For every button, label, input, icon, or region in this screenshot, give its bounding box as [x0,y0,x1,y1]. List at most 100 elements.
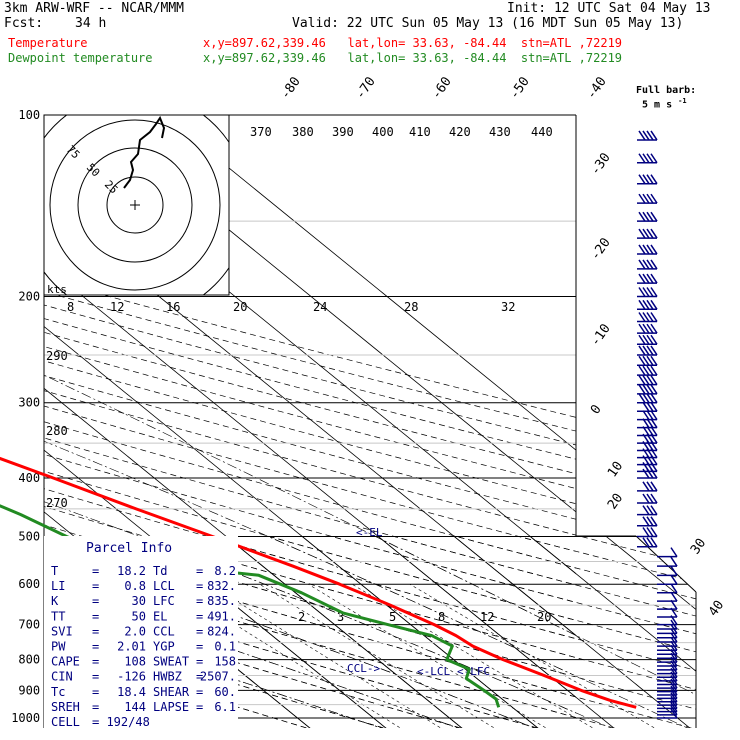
wind-barb-feather [642,516,650,527]
isotherm [0,115,9,731]
theta-label: 380 [292,125,314,139]
dry-adiabat [44,536,394,728]
wind-barb-feather [670,556,678,567]
temperature-curve [0,456,637,709]
forecast-hour: 34 h [75,16,107,31]
wind-barb [637,259,658,270]
parcel-eq: = [196,670,203,684]
wind-barb-feather [646,211,654,222]
dry-adiabat-label: 290 [46,349,68,363]
wind-barb-feather [646,323,654,334]
dry-adiabat [44,536,696,728]
parcel-value: 158 [214,655,236,669]
isotherm-label: -80 [278,74,304,102]
isotherm [44,536,618,728]
wind-barb-feather [670,702,678,713]
wind-barb-feather [650,287,658,297]
isotherm-label: -60 [429,74,455,102]
wind-barb-feather [638,130,646,141]
wind-barb-feather [638,384,646,395]
wind-barb-feather [650,345,658,356]
parcel-key: LAPSE [153,700,189,714]
isotherm-label: -10 [588,321,614,349]
parcel-eq: = [92,655,99,669]
parcel-eq: = [92,700,99,714]
parcel-key: SHEAR [153,685,190,699]
parcel-value: 18.2 [117,564,146,578]
wind-barb [657,565,678,577]
wind-barb [657,591,678,602]
parcel-value: 50 [132,609,146,623]
wind-barb-feather [646,244,654,255]
wind-barbs [637,130,678,719]
wind-barb-feather [642,505,650,516]
init-time: Init: 12 UTC Sat 04 May 13 [507,1,711,16]
wind-barb [637,537,658,548]
wind-barb-feather [642,493,650,504]
parcel-value: 108 [124,655,146,669]
wind-barb-feather [650,493,658,504]
wind-barb [637,153,658,164]
wind-barb [637,193,658,204]
pressure-tick-label: 500 [18,529,40,543]
parcel-value: 0.1 [214,640,236,654]
ccl-annotation: CCL-> [347,662,380,675]
wind-barb-feather [638,174,646,185]
wind-barb [637,345,658,356]
parcel-key: SWEAT [153,655,189,669]
wind-barb [657,702,678,713]
wind-barb [637,130,658,141]
pressure-tick-label: 100 [18,108,40,122]
upper-label: 16 [166,300,180,314]
pressure-tick-label: 800 [18,653,40,667]
wind-barb-feather [638,244,646,255]
wind-barb [657,556,678,567]
moist-adiabat [44,536,694,728]
wind-barb-feather [646,273,654,284]
wind-barb-feather [670,574,678,585]
wind-barb-feather [646,334,654,345]
mixing-ratio-label: 12 [480,610,494,624]
wind-barb-feather [638,345,646,356]
wind-barb-feather [646,153,654,164]
wind-barb-feather [670,583,678,594]
parcel-row: SREH = 144 LAPSE = 6.1 [51,700,236,714]
parcel-eq: = [196,564,203,578]
wind-barb-feather [638,153,646,164]
parcel-value: -126 [117,670,146,684]
wind-barb-feather [670,565,678,576]
temperature-location: x,y=897.62,339.46 lat,lon= 33.63, -84.44… [203,36,623,50]
isotherm-label: -70 [353,74,379,102]
hodograph-ring [106,176,164,234]
wind-barb-feather [642,130,650,141]
dry-adiabat [44,346,576,489]
parcel-value: 144 [124,700,146,714]
parcel-eq: = [196,685,203,699]
wind-barb-feather [650,537,658,548]
wind-barb-feather [638,273,646,284]
wind-barb [637,468,658,479]
wind-barb-feather [646,193,654,204]
wind-barb [657,547,678,558]
wind-barb [657,698,678,710]
theta-label: 400 [372,125,394,139]
parcel-row: TT = 50 EL = 491. [51,609,236,623]
parcel-key: PW [51,640,66,654]
isotherm-label: -40 [584,74,610,102]
wind-barb [637,355,658,366]
frame-diagonal [635,535,697,593]
dry-adiabat [44,360,576,505]
wind-barb-feather [638,323,646,334]
wind-barb-feather [646,345,654,356]
wind-barb-feather [638,193,646,204]
wind-barb-feather [638,312,646,322]
wind-barb-feather [646,375,654,386]
hodograph-trace [123,115,166,189]
barb-key-title: Full barb: [636,85,697,96]
wind-barb-feather [642,299,650,310]
parcel-info-box: Parcel Info T = 18.2 Td = 8.2 LI = 0.8 LCL = 832. K = 3… [44,536,238,729]
wind-barb-feather [670,591,678,602]
parcel-key: YGP [153,640,175,654]
theta-label: 420 [449,125,471,139]
wind-barb-feather [642,244,650,255]
